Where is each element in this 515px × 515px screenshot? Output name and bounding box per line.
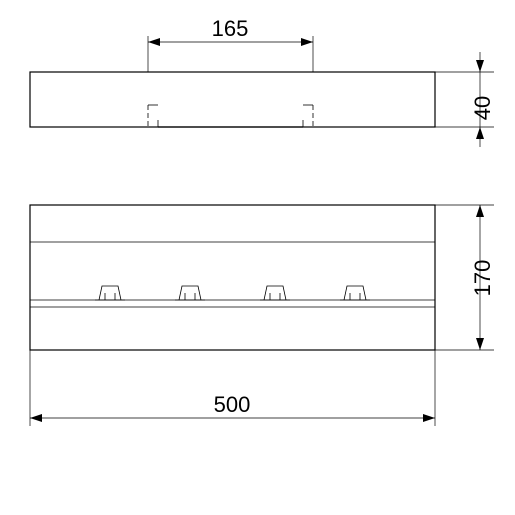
clip-3 bbox=[260, 286, 290, 300]
dim-40-label: 40 bbox=[470, 96, 495, 120]
clip-2 bbox=[175, 286, 205, 300]
dimension-500: 500 bbox=[30, 350, 435, 426]
front-view: 170 500 bbox=[30, 205, 495, 426]
dim-165-label: 165 bbox=[212, 16, 249, 41]
dimension-170: 170 bbox=[435, 205, 495, 350]
dim-500-label: 500 bbox=[214, 392, 251, 417]
dimension-165: 165 bbox=[148, 16, 313, 72]
technical-drawing: 165 40 bbox=[0, 0, 515, 515]
top-view: 165 40 bbox=[30, 16, 495, 147]
clip-1 bbox=[95, 286, 125, 300]
clip-4 bbox=[340, 286, 370, 300]
dim-170-label: 170 bbox=[470, 260, 495, 297]
dimension-40: 40 bbox=[435, 52, 495, 147]
